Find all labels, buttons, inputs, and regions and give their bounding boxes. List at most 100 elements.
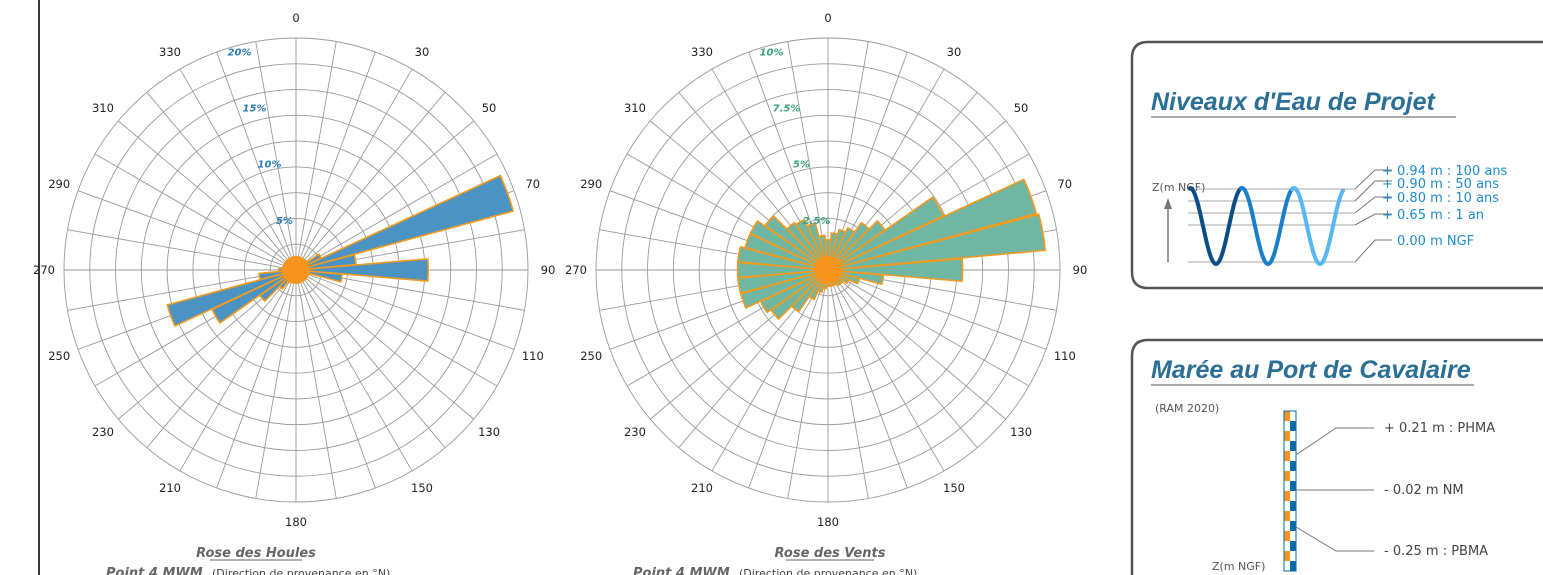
tide-gauge-cell bbox=[1284, 561, 1290, 571]
tide-leader-pbma bbox=[1295, 526, 1374, 552]
leader-100 bbox=[1354, 169, 1392, 190]
houles-grid-spoke bbox=[67, 229, 297, 271]
vents-grid-spoke bbox=[748, 269, 829, 489]
vents-grid-spoke bbox=[827, 269, 1030, 387]
tide-gauge-cell bbox=[1290, 431, 1296, 441]
houles-direction-label: 180 bbox=[285, 515, 307, 529]
houles-grid-spoke bbox=[295, 269, 515, 350]
niveaux-axis-label: Z(m NGF) bbox=[1152, 181, 1205, 194]
leader-1 bbox=[1354, 213, 1392, 226]
tide-gauge-cell bbox=[1284, 431, 1290, 441]
tide-gauge-cell bbox=[1284, 471, 1290, 481]
houles-grid-spoke bbox=[77, 190, 297, 271]
houles-direction-label: 330 bbox=[159, 45, 181, 59]
houles-direction-label: 0 bbox=[292, 11, 299, 25]
houles-grid-spoke bbox=[216, 51, 297, 271]
houles-grid-spoke bbox=[179, 269, 297, 472]
maree-panel: Marée au Port de Cavalaire (RAM 2020) Z(… bbox=[1130, 338, 1543, 575]
tide-gauge-cell bbox=[1284, 551, 1290, 561]
sine-wave-segment bbox=[1239, 185, 1294, 267]
vents-grid-spoke bbox=[711, 269, 829, 472]
tide-label-phma: + 0.21 m : PHMA bbox=[1384, 421, 1495, 436]
tide-gauge-cell bbox=[1290, 421, 1296, 431]
houles-subtitle-rest: (Direction de provenance en °N) bbox=[212, 567, 390, 575]
vents-direction-label: 310 bbox=[624, 101, 646, 115]
vents-subtitle-rest: (Direction de provenance en °N) bbox=[739, 567, 917, 575]
houles-ring-label: 5% bbox=[276, 216, 293, 227]
houles-grid-spoke bbox=[295, 269, 446, 449]
vents-direction-label: 110 bbox=[1054, 349, 1076, 363]
houles-center bbox=[282, 256, 310, 284]
houles-grid-spoke bbox=[295, 51, 376, 271]
tide-gauge-cell bbox=[1290, 441, 1296, 451]
houles-grid-spoke bbox=[117, 120, 297, 271]
houles-direction-label: 30 bbox=[415, 45, 430, 59]
houles-grid-spoke bbox=[216, 269, 297, 489]
maree-title: Marée au Port de Cavalaire bbox=[1151, 356, 1471, 384]
vents-direction-label: 270 bbox=[565, 263, 587, 277]
houles-direction-label: 230 bbox=[92, 425, 114, 439]
leader-10 bbox=[1354, 196, 1392, 214]
houles-direction-label: 150 bbox=[411, 481, 433, 495]
tide-gauge-cell bbox=[1290, 471, 1296, 481]
tide-gauge-cell bbox=[1290, 511, 1296, 521]
vents-direction-label: 130 bbox=[1010, 425, 1032, 439]
tide-gauge-cell bbox=[1284, 411, 1290, 421]
vents-direction-label: 250 bbox=[580, 349, 602, 363]
tide-gauge-cell bbox=[1290, 551, 1296, 561]
vents-grid-spoke bbox=[827, 269, 978, 449]
houles-direction-label: 130 bbox=[478, 425, 500, 439]
tide-gauge-cell bbox=[1290, 491, 1296, 501]
houles-grid-spoke bbox=[146, 91, 297, 271]
vents-bar-310 bbox=[764, 215, 829, 271]
vents-direction-label: 50 bbox=[1014, 101, 1029, 115]
vents-bar-300 bbox=[749, 220, 829, 271]
houles-grid-spoke bbox=[295, 269, 475, 420]
vents-direction-label: 290 bbox=[580, 177, 602, 191]
vents-bar-330 bbox=[795, 218, 829, 271]
sine-wave-segment bbox=[1188, 186, 1243, 267]
vents-grid-spoke bbox=[827, 269, 1047, 350]
vents-ring-label: 5% bbox=[793, 160, 810, 171]
maree-source: (RAM 2020) bbox=[1155, 402, 1219, 415]
vents-direction-label: 330 bbox=[691, 45, 713, 59]
tide-gauge-cell bbox=[1290, 501, 1296, 511]
vents-grid-spoke bbox=[787, 269, 829, 499]
houles-grid-spoke bbox=[255, 269, 297, 499]
houles-bar-250 bbox=[166, 269, 297, 327]
houles-grid-spoke bbox=[295, 269, 498, 387]
vents-direction-label: 90 bbox=[1073, 263, 1088, 277]
vents-center bbox=[814, 256, 842, 284]
vents-ring-label: 10% bbox=[760, 48, 784, 59]
houles-grid-spoke bbox=[67, 269, 297, 311]
left-frame-border bbox=[38, 0, 40, 575]
leader-0 bbox=[1354, 239, 1392, 263]
vents-direction-label: 230 bbox=[624, 425, 646, 439]
tide-gauge-cell bbox=[1284, 461, 1290, 471]
houles-direction-label: 90 bbox=[541, 263, 556, 277]
tide-gauge-cell bbox=[1284, 451, 1290, 461]
vents-grid-spoke bbox=[827, 269, 869, 499]
vents-bar-80 bbox=[827, 213, 1046, 271]
vents-grid-spoke bbox=[787, 41, 829, 271]
tide-label-pbma: - 0.25 m : PBMA bbox=[1384, 544, 1488, 559]
vents-grid-spoke bbox=[827, 269, 945, 472]
houles-direction-label: 50 bbox=[482, 101, 497, 115]
tide-gauge-cell bbox=[1284, 521, 1290, 531]
houles-bar-90 bbox=[295, 258, 430, 282]
houles-bar-70 bbox=[295, 174, 514, 271]
houles-grid-spoke bbox=[255, 41, 297, 271]
houles-title: Rose des Houles bbox=[196, 546, 316, 561]
sine-wave-segment bbox=[1290, 185, 1345, 267]
houles-grid-spoke bbox=[295, 153, 498, 271]
houles-grid-spoke bbox=[179, 68, 297, 271]
houles-grid-spoke bbox=[295, 91, 446, 271]
rose-vents: 0 30 50 70 90 110 130 150 180 210 230 250 270 290 310 3… bbox=[565, 11, 1087, 529]
niveaux-panel: Niveaux d'Eau de Projet Z(m NGF) + 0.94 … bbox=[1130, 40, 1543, 290]
houles-grid-spoke bbox=[295, 269, 337, 499]
tide-gauge-border bbox=[1283, 410, 1297, 572]
houles-ring-label: 15% bbox=[243, 104, 267, 115]
level-label-1: + 0.65 m : 1 an bbox=[1382, 208, 1484, 223]
houles-grid-spoke bbox=[295, 68, 413, 271]
tide-gauge-cell bbox=[1290, 451, 1296, 461]
